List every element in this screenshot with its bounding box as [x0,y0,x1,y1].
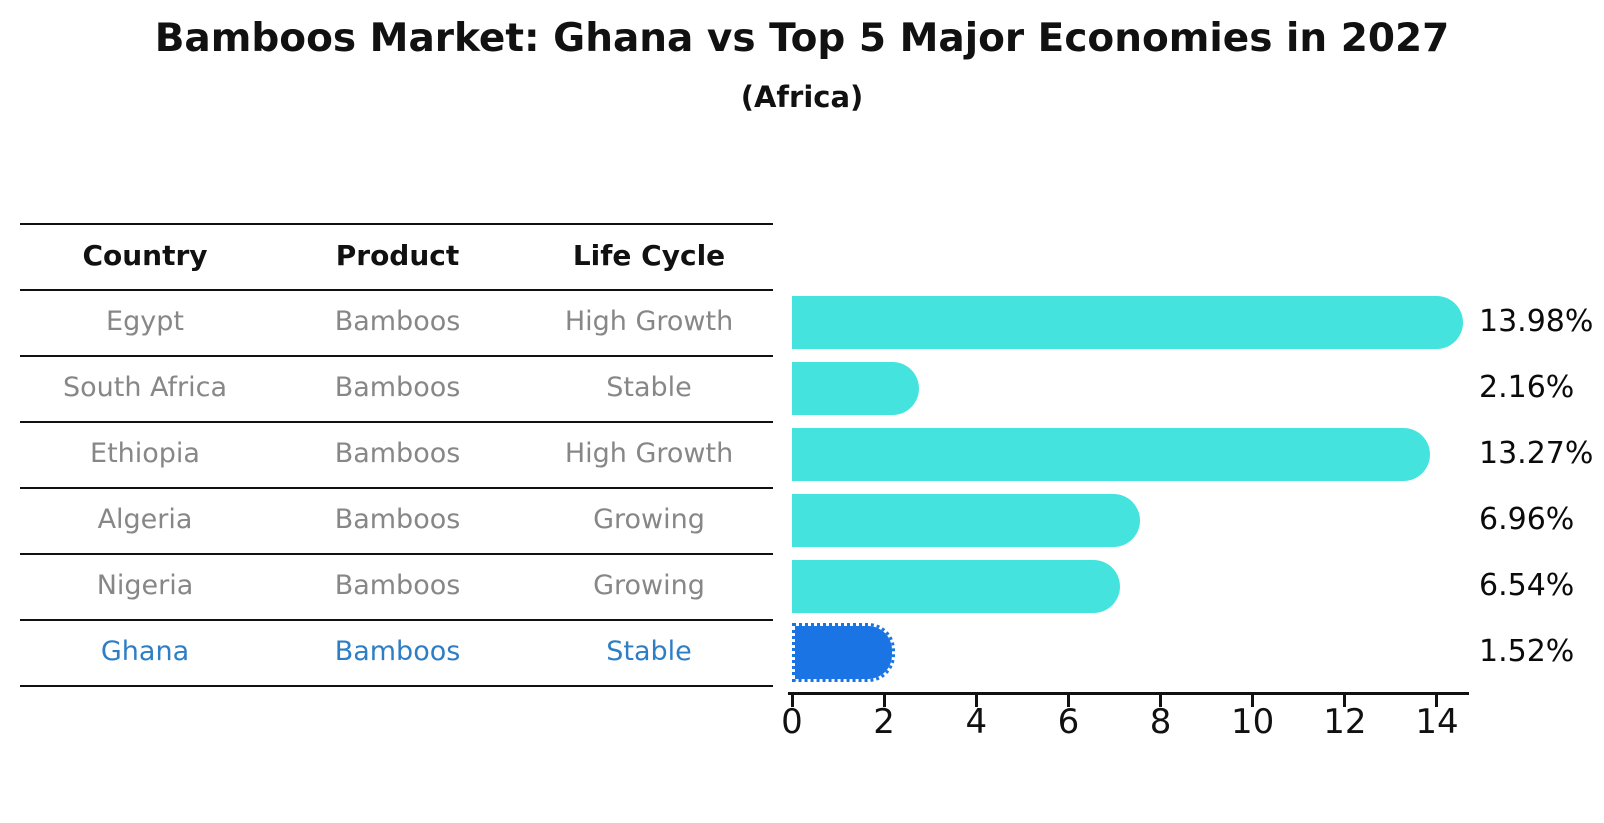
table-rule [20,487,773,489]
bar-plot-area [792,289,1492,685]
table-row-algeria: Algeria Bamboos Growing [20,487,773,553]
chart-subtitle: (Africa) [740,80,864,114]
cell-country: Algeria [97,504,193,535]
table-rule [20,223,773,225]
cell-product: Bamboos [334,306,461,337]
value-label-south-africa: 2.16% [1479,370,1575,405]
cell-country: Ethiopia [90,438,200,469]
cell-life-cycle: Growing [593,504,705,535]
cell-product: Bamboos [334,438,461,469]
table-row-nigeria: Nigeria Bamboos Growing [20,553,773,619]
table-row-ghana: Ghana Bamboos Stable [20,619,773,685]
table-rule [20,619,773,621]
cell-life-cycle: Growing [593,570,705,601]
bar-ghana [792,622,896,682]
cell-life-cycle: Stable [606,372,692,403]
x-tick-label: 2 [873,702,895,742]
x-tick-mark [1435,692,1439,707]
column-header-life-cycle: Life Cycle [572,239,726,272]
cell-product: Bamboos [334,636,461,667]
x-tick-label: 14 [1415,702,1459,742]
x-tick-mark [790,692,794,707]
cell-country: Ghana [100,636,190,667]
x-tick-mark [882,692,886,707]
bar-algeria [792,493,1140,547]
x-tick-mark [974,692,978,707]
x-tick-label: 6 [1057,702,1080,742]
cell-country: South Africa [62,372,228,403]
x-tick-label: 0 [781,702,803,742]
value-labels: 13.98% 2.16% 13.27% 6.96% 6.54% 1.52% [1479,289,1593,685]
table-row-egypt: Egypt Bamboos High Growth [20,289,773,355]
value-label-ethiopia: 13.27% [1479,436,1594,471]
cell-country: Nigeria [96,570,194,601]
bar-egypt [792,295,1464,349]
x-tick-label: 8 [1149,702,1172,742]
cell-life-cycle: High Growth [564,306,734,337]
value-label-ghana: 1.52% [1479,634,1575,669]
cell-life-cycle: High Growth [564,438,734,469]
column-header-product: Product [335,239,460,272]
table-rule [20,685,773,687]
table-rule [20,421,773,423]
value-label-nigeria: 6.54% [1479,568,1575,603]
x-tick-mark [1066,692,1070,707]
x-tick-mark [1343,692,1347,707]
table-header-row: Country Product Life Cycle [20,223,773,289]
cell-product: Bamboos [334,372,461,403]
table-rule [20,553,773,555]
cell-product: Bamboos [334,504,461,535]
value-label-algeria: 6.96% [1479,502,1575,537]
x-tick-label: 4 [965,702,988,742]
table-rule [20,289,773,291]
x-axis-line [788,692,1469,695]
cell-life-cycle: Stable [606,636,692,667]
table-row-ethiopia: Ethiopia Bamboos High Growth [20,421,773,487]
x-tick-mark [1251,692,1255,707]
table-rule [20,355,773,357]
value-label-egypt: 13.98% [1479,304,1594,339]
x-tick-label: 10 [1231,702,1275,742]
chart-title: Bamboos Market: Ghana vs Top 5 Major Eco… [154,16,1450,61]
table-row-south-africa: South Africa Bamboos Stable [20,355,773,421]
column-header-country: Country [82,239,208,272]
bar-nigeria [792,559,1121,613]
cell-product: Bamboos [334,570,461,601]
bar-ethiopia [792,427,1431,481]
x-tick-mark [1159,692,1163,707]
x-tick-label: 12 [1323,702,1367,742]
cell-country: Egypt [106,306,184,337]
bar-south-africa [792,361,919,415]
